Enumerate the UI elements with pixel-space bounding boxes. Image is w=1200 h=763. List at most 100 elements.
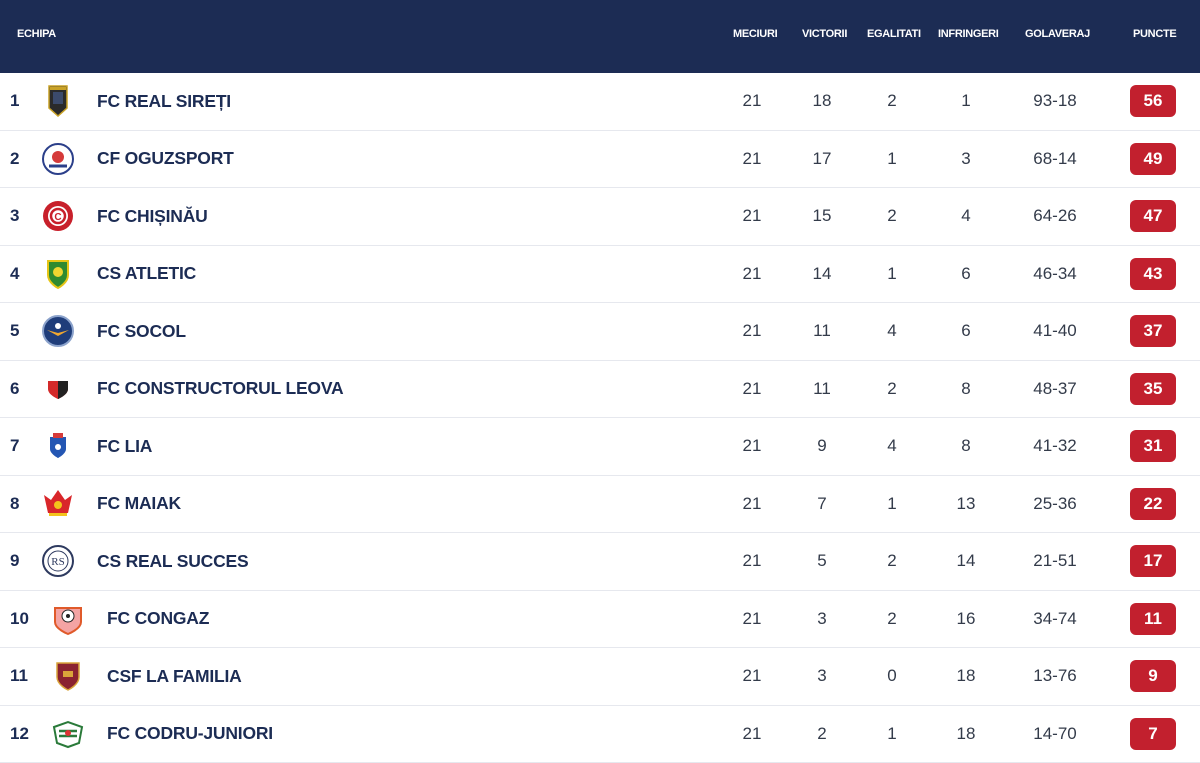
team-name-link[interactable]: FC MAIAK (97, 476, 181, 533)
green-yellow-shield-icon (38, 246, 78, 303)
draws-value: 2 (862, 591, 922, 648)
points-badge: 22 (1130, 488, 1176, 520)
row-position: 8 (10, 476, 36, 533)
svg-text:C: C (54, 212, 61, 223)
played-value: 21 (722, 246, 782, 303)
header-wins[interactable]: VICTORII (802, 28, 847, 40)
losses-value: 1 (936, 73, 996, 130)
goals-value: 25-36 (1025, 476, 1085, 533)
header-draws[interactable]: EGALITATI (867, 28, 921, 40)
team-name-link[interactable]: FC REAL SIREȚI (97, 73, 231, 130)
team-name-link[interactable]: FC CONGAZ (107, 591, 209, 648)
points-cell: 17 (1129, 533, 1177, 590)
played-value: 21 (722, 476, 782, 533)
points-badge: 35 (1130, 373, 1176, 405)
shield-dark-crest-icon (38, 73, 78, 130)
played-value: 21 (722, 188, 782, 245)
team-name-link[interactable]: FC SOCOL (97, 303, 186, 360)
draws-value: 4 (862, 303, 922, 360)
wins-value: 7 (792, 476, 852, 533)
row-position: 11 (10, 648, 36, 705)
goals-value: 46-34 (1025, 246, 1085, 303)
points-cell: 49 (1129, 131, 1177, 188)
team-name-link[interactable]: CF OGUZSPORT (97, 131, 234, 188)
losses-value: 18 (936, 648, 996, 705)
orange-ball-crest-icon (48, 591, 88, 648)
goals-value: 48-37 (1025, 361, 1085, 418)
header-team[interactable]: ECHIPA (17, 28, 56, 40)
draws-value: 1 (862, 246, 922, 303)
goals-value: 21-51 (1025, 533, 1085, 590)
team-name-link[interactable]: CS REAL SUCCES (97, 533, 249, 590)
row-position: 3 (10, 188, 36, 245)
points-badge: 9 (1130, 660, 1176, 692)
header-points[interactable]: PUNCTE (1133, 28, 1176, 40)
points-cell: 22 (1129, 476, 1177, 533)
row-position: 10 (10, 591, 36, 648)
losses-value: 13 (936, 476, 996, 533)
table-header: ECHIPA MECIURI VICTORII EGALITATI INFRIN… (0, 0, 1200, 73)
goals-value: 41-32 (1025, 418, 1085, 475)
played-value: 21 (722, 73, 782, 130)
header-losses[interactable]: INFRINGERI (938, 28, 999, 40)
draws-value: 4 (862, 418, 922, 475)
wins-value: 9 (792, 418, 852, 475)
red-star-crest-icon (38, 476, 78, 533)
team-name-link[interactable]: FC CHIȘINĂU (97, 188, 208, 245)
points-badge: 43 (1130, 258, 1176, 290)
header-goals[interactable]: GOLAVERAJ (1025, 28, 1090, 40)
wins-value: 18 (792, 73, 852, 130)
round-white-crest-icon (38, 131, 78, 188)
points-cell: 11 (1129, 591, 1177, 648)
losses-value: 8 (936, 418, 996, 475)
team-name-link[interactable]: FC CONSTRUCTORUL LEOVA (97, 361, 343, 418)
wins-value: 11 (792, 303, 852, 360)
round-blue-falcon-crest-icon (38, 303, 78, 360)
points-cell: 31 (1129, 418, 1177, 475)
row-position: 9 (10, 533, 36, 590)
losses-value: 6 (936, 303, 996, 360)
row-position: 7 (10, 418, 36, 475)
draws-value: 2 (862, 361, 922, 418)
team-name-link[interactable]: CS ATLETIC (97, 246, 196, 303)
played-value: 21 (722, 303, 782, 360)
losses-value: 14 (936, 533, 996, 590)
points-badge: 56 (1130, 85, 1176, 117)
losses-value: 8 (936, 361, 996, 418)
row-position: 1 (10, 73, 36, 130)
played-value: 21 (722, 648, 782, 705)
points-badge: 37 (1130, 315, 1176, 347)
played-value: 21 (722, 418, 782, 475)
played-value: 21 (722, 361, 782, 418)
goals-value: 68-14 (1025, 131, 1085, 188)
losses-value: 3 (936, 131, 996, 188)
header-played[interactable]: MECIURI (733, 28, 777, 40)
losses-value: 6 (936, 246, 996, 303)
svg-text:RS: RS (51, 556, 64, 568)
draws-value: 2 (862, 73, 922, 130)
draws-value: 0 (862, 648, 922, 705)
points-badge: 31 (1130, 430, 1176, 462)
team-name-link[interactable]: CSF LA FAMILIA (107, 648, 242, 705)
points-cell: 56 (1129, 73, 1177, 130)
points-badge: 49 (1130, 143, 1176, 175)
losses-value: 16 (936, 591, 996, 648)
points-cell: 43 (1129, 246, 1177, 303)
points-cell: 9 (1129, 648, 1177, 705)
team-name-link[interactable]: FC LIA (97, 418, 152, 475)
draws-value: 1 (862, 476, 922, 533)
